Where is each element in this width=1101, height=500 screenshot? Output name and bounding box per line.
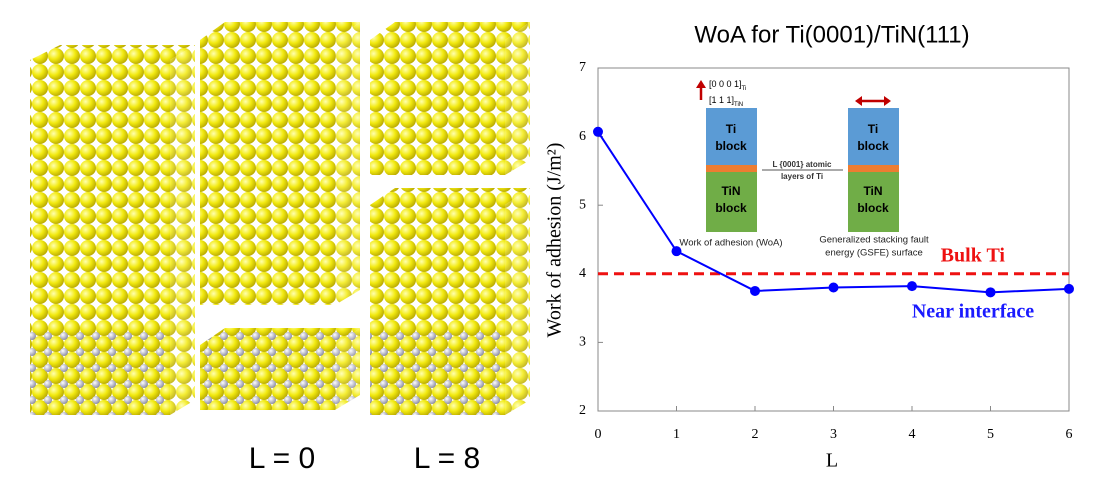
x-axis-label: L xyxy=(826,450,838,472)
block-label: TiN xyxy=(721,184,740,198)
layers-label: L {0001} atomic xyxy=(773,160,833,169)
y-tick-label: 4 xyxy=(579,266,586,281)
y-tick-label: 6 xyxy=(579,129,586,144)
chart-title: WoA for Ti(0001)/TiN(111) xyxy=(694,21,969,48)
atomistic-models xyxy=(30,22,530,415)
annotation: Near interface xyxy=(912,301,1034,323)
direction-label: [1 1 1]TiN xyxy=(709,95,743,107)
y-tick-label: 2 xyxy=(579,403,586,418)
data-line xyxy=(597,131,1070,294)
inset-caption: Work of adhesion (WoA) xyxy=(679,238,782,249)
x-tick-label: 0 xyxy=(595,427,602,442)
block-label: Ti xyxy=(726,122,736,136)
direction-subscript: TiN xyxy=(734,102,743,108)
y-tick-label: 3 xyxy=(579,335,586,350)
layers-label: layers of Ti xyxy=(781,172,823,181)
block-label: block xyxy=(715,201,747,215)
block-label: block xyxy=(857,201,889,215)
x-tick-label: 2 xyxy=(752,427,759,442)
data-point xyxy=(985,287,996,298)
data-point xyxy=(907,281,917,292)
figure-label: L = 0 xyxy=(249,442,315,475)
y-tick-label: 5 xyxy=(579,197,586,212)
block-label: block xyxy=(715,139,747,153)
inset-diagram: [0 0 0 1]Ti[1 1 1]TiNTiblockTiNblockTibl… xyxy=(679,79,929,258)
data-point xyxy=(1064,283,1074,294)
data-point xyxy=(593,126,603,137)
x-tick-label: 3 xyxy=(830,427,837,442)
inset-caption: energy (GSFE) surface xyxy=(825,248,923,259)
data-point xyxy=(671,246,682,257)
y-axis-label: Work of adhesion (J/m²) xyxy=(544,143,566,338)
x-tick-label: 5 xyxy=(987,427,994,442)
y-tick-label: 7 xyxy=(579,60,586,75)
block-label: Ti xyxy=(868,122,878,136)
data-point xyxy=(828,282,839,293)
reference-label: Bulk Ti xyxy=(941,244,1006,266)
direction-index: [0 0 0 1] xyxy=(709,79,742,89)
direction-subscript: Ti xyxy=(742,86,747,92)
inset-caption: Generalized stacking fault xyxy=(819,235,929,246)
data-point xyxy=(750,285,760,296)
block-label: TiN xyxy=(863,184,882,198)
x-tick-label: 1 xyxy=(673,427,680,442)
x-tick-label: 6 xyxy=(1066,427,1073,442)
figure-label: L = 8 xyxy=(414,442,480,475)
block-label: block xyxy=(857,139,889,153)
direction-index: [1 1 1] xyxy=(709,95,734,105)
x-tick-label: 4 xyxy=(909,427,916,442)
direction-label: [0 0 0 1]Ti xyxy=(709,79,746,91)
